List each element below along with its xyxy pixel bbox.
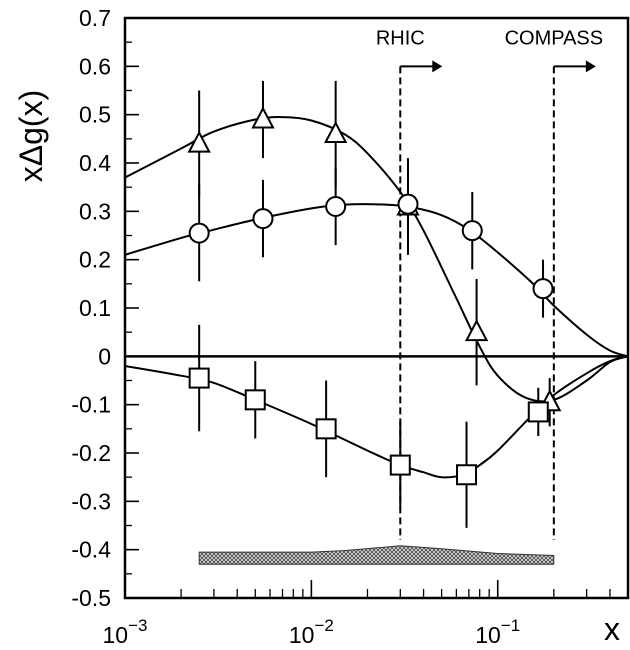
x-tick-label: 10−2 [289, 616, 334, 648]
y-tick-label: 0.2 [79, 247, 111, 273]
x-tick-label: 10−3 [103, 616, 148, 648]
circle-data-point [532, 278, 554, 300]
y-tick-label: -0.1 [71, 392, 111, 418]
square-fit-curve [124, 355, 629, 479]
square-data-point [456, 464, 478, 486]
y-tick-label: 0.5 [79, 102, 111, 128]
square-data-point [527, 401, 549, 423]
y-tick-label: -0.4 [71, 537, 111, 563]
data-points [187, 80, 562, 528]
triangle-data-point [251, 106, 275, 129]
y-tick-label: 0 [98, 343, 111, 369]
circle-data-point [252, 208, 274, 230]
circle-data-point [188, 222, 210, 244]
axis-ticks [124, 17, 629, 599]
arrowhead-icon [432, 60, 443, 73]
triangle-data-point [464, 319, 489, 342]
annotations: RHIC COMPASS [376, 27, 603, 540]
error-band [198, 545, 555, 565]
y-axis-label: xΔg(x) [13, 90, 49, 182]
y-tick-label: 0.3 [79, 198, 111, 224]
circle-fit-curve [124, 203, 629, 358]
circle-data-point [325, 196, 347, 217]
triangle-fit-curve [124, 116, 629, 403]
circle-data-point [397, 193, 419, 215]
x-tick-labels: 10−3 10−2 10−1 [103, 616, 521, 648]
x-tick-label: 10−1 [475, 616, 520, 648]
plot-frame [123, 16, 630, 600]
y-tick-label: 0.1 [79, 295, 111, 321]
x-axis-label: x [604, 611, 620, 647]
y-tick-label: -0.5 [71, 585, 111, 611]
arrowhead-icon [585, 60, 596, 73]
triangle-data-point [187, 130, 211, 153]
y-tick-labels: 0.7 0.6 0.5 0.4 0.3 0.2 0.1 0 -0.1 -0.2 -0.3 -0.4 -0… [71, 5, 111, 611]
error-band-shape [198, 545, 555, 565]
triangle-data-point [324, 120, 348, 143]
annotation-label: COMPASS [505, 27, 604, 49]
square-data-point [188, 367, 210, 389]
y-tick-label: -0.3 [71, 488, 111, 514]
y-tick-label: -0.2 [71, 440, 111, 466]
circle-data-point [461, 220, 483, 242]
y-tick-label: 0.6 [79, 53, 111, 79]
square-data-point [244, 389, 266, 411]
fit-curves [124, 116, 629, 479]
annotation-label: RHIC [376, 27, 425, 49]
y-tick-label: 0.4 [79, 150, 111, 176]
square-data-point [315, 418, 337, 440]
square-data-point [389, 454, 411, 476]
y-tick-label: 0.7 [79, 5, 111, 31]
